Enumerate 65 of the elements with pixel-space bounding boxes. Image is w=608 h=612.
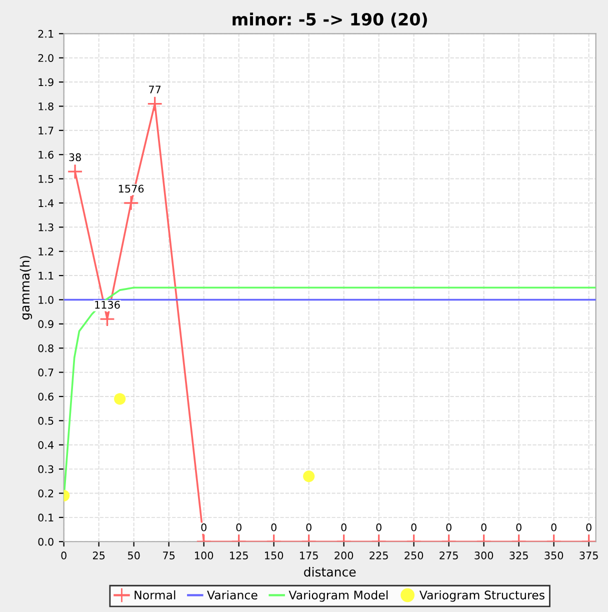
- chart-title: minor: -5 -> 190 (20): [232, 12, 427, 28]
- x-tick-label: 300: [474, 552, 494, 560]
- y-tick-label: 0.4: [38, 441, 54, 449]
- x-axis-title: distance: [304, 566, 356, 577]
- y-axis-title: gamma(h): [20, 256, 32, 320]
- point: [99, 311, 116, 327]
- y-tick-label: 0.9: [38, 320, 54, 328]
- y-tick-label: 0.0: [38, 538, 54, 546]
- legend-label: Variogram Structures: [419, 590, 544, 602]
- annotation: 0: [376, 523, 382, 532]
- y-tick-label: 1.2: [38, 248, 54, 256]
- x-tick-label: 325: [510, 552, 528, 560]
- x-tick-label: 100: [195, 552, 214, 560]
- x-tick-label: 250: [404, 552, 424, 560]
- x-tick-label: 200: [334, 552, 354, 560]
- annotation: 0: [341, 523, 346, 532]
- annotation: 0: [516, 523, 522, 532]
- y-tick-label: 0.2: [38, 489, 54, 498]
- legend-label: Variogram Model: [288, 590, 388, 602]
- x-tick-label: 175: [300, 552, 318, 560]
- y-tick-label: 1.1: [38, 272, 54, 280]
- annotation: 0: [271, 523, 276, 532]
- annotation: 0: [201, 523, 206, 532]
- legend-label: Variance: [207, 590, 258, 600]
- point: [147, 96, 163, 112]
- y-tick-label: 1.0: [38, 296, 54, 304]
- annotation: 77: [149, 86, 161, 94]
- y-tick-label: 0.7: [38, 368, 54, 376]
- y-tick-label: 1.3: [38, 223, 54, 232]
- x-tick-label: 50: [128, 552, 140, 560]
- annotation: 38: [69, 153, 81, 162]
- y-tick-label: 1.6: [38, 150, 54, 159]
- y-tick-label: 2.1: [38, 30, 54, 38]
- y-tick-label: 0.1: [38, 514, 54, 522]
- y-tick-label: 1.5: [38, 175, 54, 183]
- y-tick-label: 1.8: [38, 102, 54, 110]
- y-tick-label: 0.8: [38, 344, 54, 352]
- x-tick-label: 350: [544, 552, 564, 560]
- x-tick-label: 275: [440, 552, 458, 560]
- annotation: 0: [551, 523, 556, 532]
- x-tick-label: 0: [61, 552, 66, 560]
- annotation: 1136: [95, 300, 120, 309]
- x-tick-label: 375: [580, 552, 598, 560]
- y-tick-label: 0.5: [38, 416, 54, 425]
- annotation: 0: [306, 523, 312, 532]
- annotation: 0: [236, 523, 242, 532]
- annotation: 1576: [118, 184, 144, 193]
- annotation: 0: [411, 523, 416, 532]
- y-tick-label: 1.9: [38, 78, 54, 86]
- x-tick-label: 125: [230, 552, 248, 560]
- x-tick-label: 75: [163, 552, 175, 560]
- point: [123, 195, 139, 211]
- annotation: 0: [446, 523, 452, 532]
- annotation: 0: [481, 523, 486, 532]
- y-tick-label: 0.3: [38, 465, 54, 474]
- y-tick-label: 0.6: [38, 392, 54, 401]
- x-tick-label: 150: [265, 552, 284, 560]
- point: [67, 164, 83, 180]
- x-tick-label: 225: [370, 552, 388, 560]
- legend-label: Normal: [134, 590, 176, 600]
- y-tick-label: 2.0: [38, 54, 54, 62]
- y-tick-label: 1.7: [38, 126, 54, 134]
- y-tick-label: 1.4: [38, 199, 54, 207]
- annotation: 0: [586, 523, 592, 532]
- x-tick-label: 25: [92, 552, 105, 560]
